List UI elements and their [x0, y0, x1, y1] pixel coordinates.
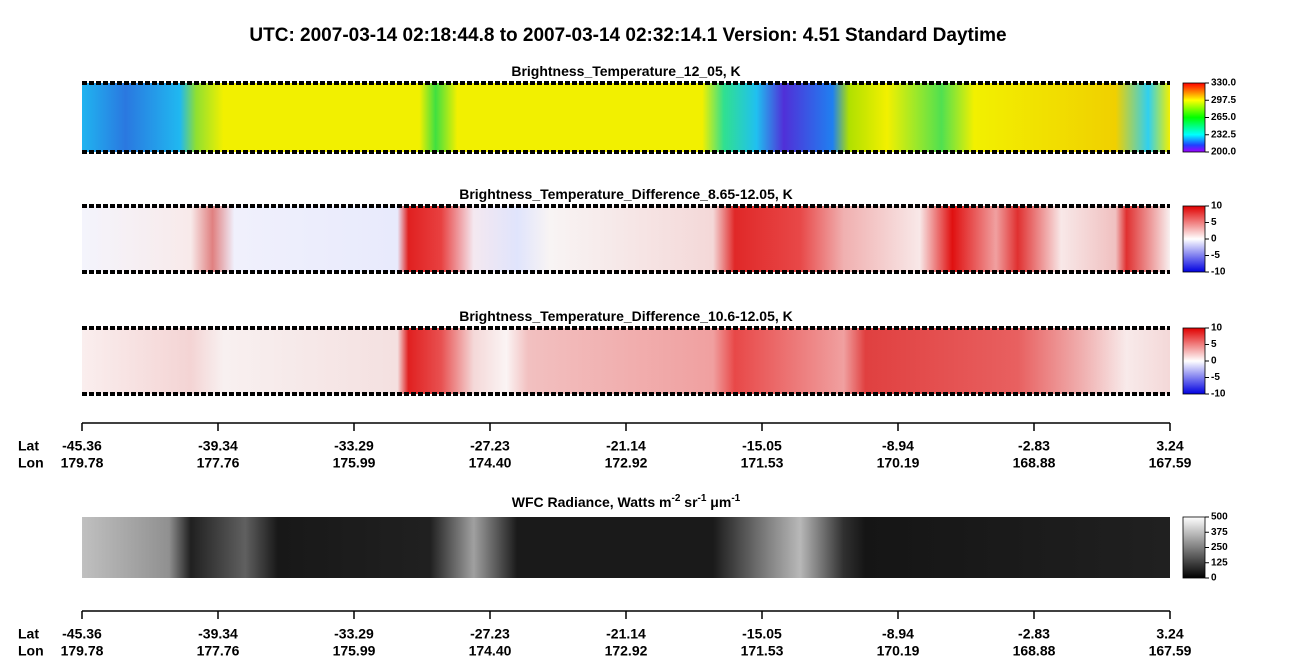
panel-title: Brightness_Temperature_Difference_10.6-1…	[459, 308, 793, 324]
colorbar-label: 5	[1211, 339, 1217, 350]
lat-tick-label: -27.23	[470, 438, 510, 454]
colorbar-label: -10	[1211, 267, 1226, 278]
colorbar-label: 297.5	[1211, 95, 1236, 106]
colorbar-label: 0	[1211, 234, 1217, 245]
lat-tick-label: -39.34	[198, 626, 238, 642]
lon-tick-label: 168.88	[1013, 643, 1056, 659]
lat-label: Lat	[18, 438, 39, 454]
panel-title: Brightness_Temperature_Difference_8.65-1…	[459, 186, 793, 202]
lon-tick-label: 171.53	[741, 455, 784, 471]
colorbar	[1182, 82, 1206, 153]
lat-tick-label: -45.36	[62, 438, 102, 454]
colorbar-label: -10	[1211, 389, 1226, 400]
lon-tick-label: 172.92	[605, 455, 648, 471]
lon-tick-label: 177.76	[197, 643, 240, 659]
lon-tick-label: 170.19	[877, 643, 920, 659]
lon-tick-label: 174.40	[469, 455, 512, 471]
title-text: Brightness_Temperature_Difference_8.65-1…	[459, 186, 793, 202]
colorbar-label: 232.5	[1211, 129, 1236, 140]
panel-title: Brightness_Temperature_12_05, K	[511, 63, 740, 79]
colorbar-label: 125	[1211, 557, 1228, 568]
lat-label: Lat	[18, 626, 39, 642]
colorbar-label: 200.0	[1211, 147, 1236, 158]
image-strip	[82, 328, 1170, 394]
colorbar-label: 5	[1211, 217, 1217, 228]
colorbar-label: 265.0	[1211, 112, 1236, 123]
lon-tick-label: 174.40	[469, 643, 512, 659]
colorbar	[1182, 327, 1206, 395]
title-text: Brightness_Temperature_Difference_10.6-1…	[459, 308, 793, 324]
lat-tick-label: -21.14	[606, 438, 646, 454]
lat-tick-label: -8.94	[882, 626, 914, 642]
colorbar-label: 500	[1211, 512, 1228, 523]
lon-tick-label: 179.78	[61, 643, 104, 659]
colorbar-label: 0	[1211, 356, 1217, 367]
image-strip	[82, 517, 1170, 578]
title-text: Brightness_Temperature_12_05, K	[511, 63, 740, 79]
lon-tick-label: 175.99	[333, 643, 376, 659]
lon-tick-label: 172.92	[605, 643, 648, 659]
colorbar-label: 10	[1211, 323, 1223, 334]
lat-tick-label: -8.94	[882, 438, 914, 454]
lat-tick-label: -33.29	[334, 438, 374, 454]
page-title: UTC: 2007-03-14 02:18:44.8 to 2007-03-14…	[249, 25, 1006, 46]
lon-tick-label: 167.59	[1149, 643, 1192, 659]
lat-tick-label: -39.34	[198, 438, 238, 454]
lon-tick-label: 167.59	[1149, 455, 1192, 471]
lon-label: Lon	[18, 643, 44, 659]
lon-tick-label: 168.88	[1013, 455, 1056, 471]
lat-tick-label: 3.24	[1156, 626, 1183, 642]
lon-tick-label: 177.76	[197, 455, 240, 471]
title-superscript: -2	[671, 493, 680, 504]
title-superscript: -1	[731, 493, 740, 504]
lon-tick-label: 170.19	[877, 455, 920, 471]
panel-title: WFC Radiance, Watts m-2 sr-1 μm-1	[512, 493, 741, 510]
title-text: sr	[680, 494, 698, 510]
lat-tick-label: -2.83	[1018, 438, 1050, 454]
colorbar-label: 330.0	[1211, 78, 1236, 89]
lon-tick-label: 175.99	[333, 455, 376, 471]
colorbar	[1182, 516, 1206, 579]
lat-tick-label: -15.05	[742, 438, 782, 454]
lat-tick-label: -33.29	[334, 626, 374, 642]
lon-tick-label: 171.53	[741, 643, 784, 659]
lat-tick-label: -2.83	[1018, 626, 1050, 642]
title-superscript: -1	[698, 493, 707, 504]
lat-tick-label: -45.36	[62, 626, 102, 642]
colorbar-label: -5	[1211, 372, 1220, 383]
lat-tick-label: 3.24	[1156, 438, 1183, 454]
lon-tick-label: 179.78	[61, 455, 104, 471]
colorbar-label: 250	[1211, 542, 1228, 553]
title-text: μm	[706, 494, 731, 510]
colorbar	[1182, 205, 1206, 273]
colorbar-label: 375	[1211, 527, 1228, 538]
image-strip	[82, 83, 1170, 152]
lat-tick-label: -21.14	[606, 626, 646, 642]
title-text: WFC Radiance, Watts m	[512, 494, 672, 510]
lat-tick-label: -27.23	[470, 626, 510, 642]
colorbar-label: -5	[1211, 250, 1220, 261]
lat-tick-label: -15.05	[742, 626, 782, 642]
colorbar-label: 0	[1211, 573, 1217, 584]
lon-label: Lon	[18, 455, 44, 471]
colorbar-label: 10	[1211, 201, 1223, 212]
image-strip	[82, 206, 1170, 272]
